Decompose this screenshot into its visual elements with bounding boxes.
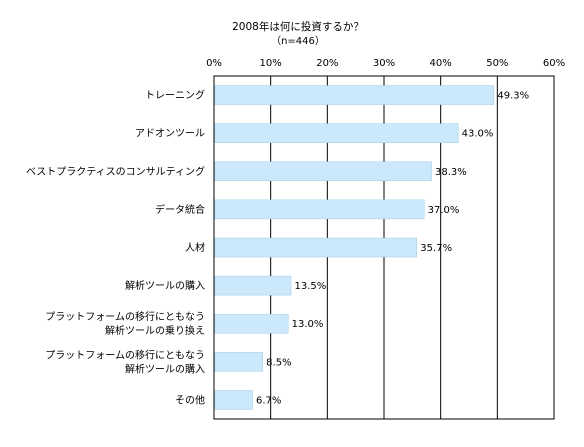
bar bbox=[214, 352, 263, 372]
value-label: 6.7% bbox=[256, 395, 281, 406]
value-label: 8.5% bbox=[266, 357, 291, 368]
bar bbox=[214, 313, 289, 334]
bars bbox=[214, 85, 495, 410]
x-tick-label: 0% bbox=[206, 58, 222, 69]
category-label: プラットフォームの移行にともなう bbox=[45, 310, 205, 323]
bar bbox=[214, 390, 253, 410]
value-label: 38.3% bbox=[435, 167, 467, 178]
value-labels: 49.3% 43.0% 38.3% 37.0% 35.7% 13.5% 13.0% 8.5% 6… bbox=[256, 91, 529, 407]
x-tick-label: 40% bbox=[430, 58, 452, 69]
bar bbox=[214, 199, 425, 220]
category-label: プラットフォームの移行にともなう bbox=[45, 348, 205, 361]
value-label: 49.3% bbox=[497, 91, 529, 102]
chart-subtitle: （n=446） bbox=[271, 35, 325, 47]
x-axis-tick-labels: 0% 10% 20% 30% 40% 50% 60% bbox=[206, 58, 565, 69]
category-label: ベストプラクティスのコンサルティング bbox=[26, 165, 205, 178]
bar bbox=[214, 161, 432, 182]
x-tick-label: 30% bbox=[373, 58, 395, 69]
category-label: 解析ツールの乗り換え bbox=[105, 324, 205, 337]
x-tick-label: 20% bbox=[316, 58, 338, 69]
value-label: 13.5% bbox=[295, 281, 327, 292]
x-tick-label: 60% bbox=[543, 58, 565, 69]
x-tick-label: 10% bbox=[260, 58, 282, 69]
bar bbox=[214, 275, 292, 296]
category-labels: トレーニングアドオンツールベストプラクティスのコンサルティングデータ統合人材解析… bbox=[26, 89, 205, 407]
category-label: トレーニング bbox=[145, 89, 205, 102]
value-label: 43.0% bbox=[462, 129, 494, 140]
bar bbox=[214, 85, 495, 105]
category-label: 人材 bbox=[185, 241, 205, 254]
category-label: その他 bbox=[175, 393, 205, 406]
category-label: 解析ツールの購入 bbox=[125, 362, 205, 375]
plot-area-border bbox=[213, 75, 555, 420]
chart-title: 2008年は何に投資するか？ bbox=[232, 20, 364, 33]
category-label: アドオンツール bbox=[135, 128, 205, 140]
category-label: 解析ツールの購入 bbox=[125, 279, 205, 292]
x-tick-label: 50% bbox=[486, 58, 508, 69]
bar bbox=[214, 237, 418, 258]
value-label: 35.7% bbox=[420, 243, 452, 254]
value-label: 37.0% bbox=[428, 205, 460, 216]
bar bbox=[214, 123, 459, 143]
value-label: 13.0% bbox=[292, 319, 324, 330]
category-label: データ統合 bbox=[155, 203, 205, 216]
